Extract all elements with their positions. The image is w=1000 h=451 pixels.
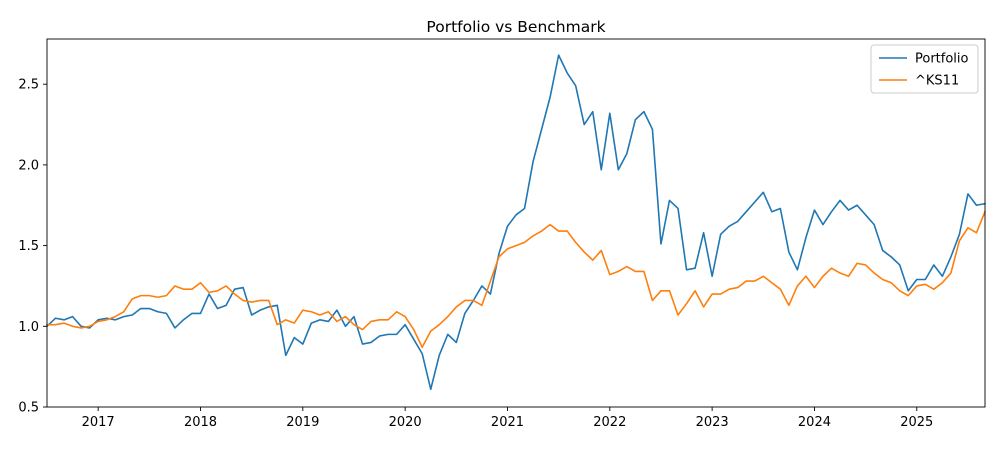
series-layer <box>45 54 987 391</box>
legend-label-benchmark: ^KS11 <box>915 74 959 89</box>
axes-layer: 0.5 1.0 1.5 2.0 2.5 2017 2018 2019 2020 2021 2022 2… <box>18 38 986 430</box>
y-tick-label: 2.0 <box>18 158 39 173</box>
x-tick-label: 2022 <box>593 415 626 430</box>
x-tick-label: 2025 <box>900 415 933 430</box>
x-tick-label: 2023 <box>696 415 729 430</box>
x-tick-label: 2021 <box>491 415 524 430</box>
x-tick-label: 2024 <box>798 415 831 430</box>
y-tick-label: 0.5 <box>18 401 39 416</box>
legend-box <box>870 44 979 94</box>
x-tick-label: 2017 <box>82 415 115 430</box>
x-tick-label: 2020 <box>389 415 422 430</box>
chart-title: Portfolio vs Benchmark <box>426 18 605 36</box>
x-tick-label: 2019 <box>286 415 319 430</box>
legend-label-portfolio: Portfolio <box>915 52 969 67</box>
series-line-portfolio <box>45 54 986 391</box>
series-line-benchmark <box>46 210 987 349</box>
y-tick-label: 1.0 <box>18 320 39 335</box>
y-tick-label: 2.5 <box>18 78 39 93</box>
x-tick-label: 2018 <box>184 415 217 430</box>
y-tick-label: 1.5 <box>18 239 39 254</box>
legend: Portfolio ^KS11 <box>870 44 979 94</box>
plot-frame <box>46 38 986 408</box>
